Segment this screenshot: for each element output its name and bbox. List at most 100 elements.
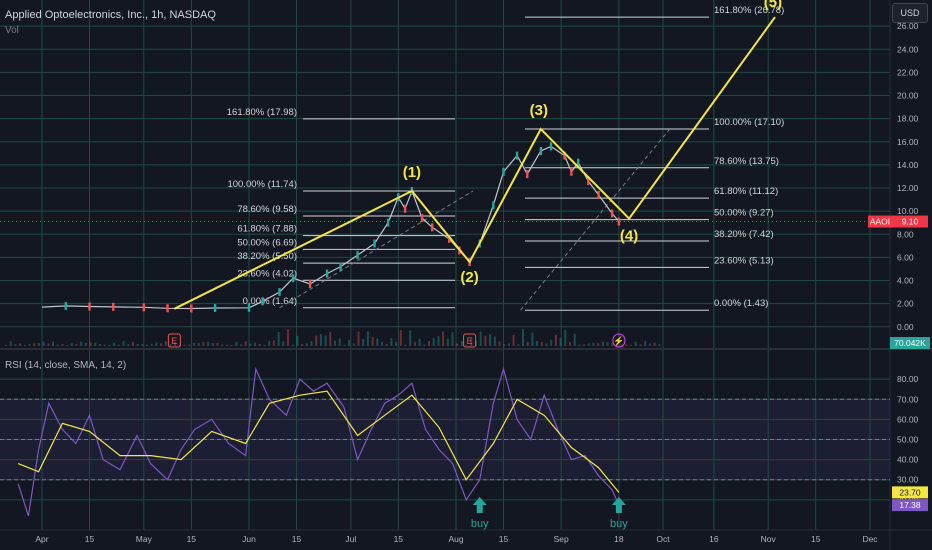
- volume-bar: [564, 329, 567, 346]
- fib1-label: 38.20% (5.50): [237, 251, 297, 262]
- volume-bar: [225, 344, 228, 346]
- time-axis-tick: 16: [709, 534, 719, 544]
- volume-bar: [164, 341, 167, 346]
- volume-bar: [550, 339, 553, 346]
- buy-arrow-icon: [472, 497, 487, 513]
- price-candle: [515, 151, 519, 160]
- volume-bar: [620, 344, 623, 346]
- fib2-label: 38.20% (7.42): [714, 229, 774, 240]
- price-candle: [190, 304, 193, 313]
- time-axis-tick: Oct: [656, 534, 670, 544]
- volume-bar: [66, 344, 69, 346]
- price-candle: [278, 288, 281, 297]
- volume-bar: [23, 344, 26, 346]
- last-price-value: 9.10: [902, 217, 919, 227]
- volume-bar: [291, 344, 294, 346]
- volume-bar: [597, 343, 600, 346]
- volume-bar: [465, 344, 468, 346]
- volume-bar: [305, 343, 308, 346]
- volume-bar: [362, 338, 365, 346]
- volume-bar: [146, 344, 148, 346]
- price-axis-tick: 14.00: [897, 160, 919, 170]
- volume-value-tag: 70.042K: [894, 338, 926, 348]
- price-candle: [403, 204, 407, 213]
- time-axis-tick: 15: [499, 534, 509, 544]
- rsi-axis-tick: 60.00: [897, 414, 919, 424]
- volume-bar: [460, 341, 463, 346]
- price-candle: [448, 234, 451, 243]
- fib1-label: 100.00% (11.74): [227, 179, 297, 190]
- volume-bar: [75, 343, 78, 346]
- volume-bar: [272, 340, 275, 346]
- volume-bar: [244, 341, 247, 346]
- volume-bar: [5, 345, 7, 346]
- fib2-label: 23.60% (5.13): [714, 255, 774, 266]
- event-marker: [167, 333, 181, 348]
- fib1-label: 61.80% (7.88): [237, 224, 297, 235]
- volume-bar: [653, 342, 656, 346]
- price-axis-tick: 0.00: [897, 322, 914, 332]
- volume-bar: [42, 341, 45, 346]
- volume-bar: [108, 344, 111, 346]
- volume-bar: [601, 341, 604, 346]
- volume-bar: [131, 341, 134, 346]
- price-candle: [617, 217, 621, 226]
- volume-bar: [230, 344, 233, 346]
- volume-bar: [117, 344, 120, 346]
- volume-bar: [197, 343, 200, 346]
- volume-bar: [343, 344, 346, 346]
- volume-bar: [404, 344, 407, 346]
- time-axis-tick: 15: [394, 534, 404, 544]
- rsi-axis-tick: 80.00: [897, 374, 919, 384]
- event-marker-glyph: E: [467, 336, 473, 346]
- volume-bar: [277, 332, 280, 346]
- volume-bar: [56, 344, 59, 346]
- wave-label: (3): [530, 102, 548, 119]
- volume-bar: [14, 344, 17, 346]
- price-candle: [386, 218, 390, 227]
- currency-button[interactable]: USD: [892, 3, 928, 23]
- price-candle: [431, 223, 434, 232]
- event-marker-glyph: E: [171, 336, 177, 346]
- volume-bar: [418, 338, 421, 346]
- fib2-label: 100.00% (17.10): [714, 117, 784, 128]
- volume-bar: [493, 336, 496, 346]
- fib2-label: 0.00% (1.43): [714, 298, 768, 309]
- volume-bar: [479, 331, 482, 346]
- trend-diagonal: [279, 190, 474, 309]
- volume-bar: [174, 342, 177, 346]
- volume-bar: [338, 338, 341, 346]
- volume-bar: [301, 343, 304, 346]
- volume-bar: [522, 329, 524, 346]
- volume-bar: [531, 332, 534, 346]
- price-candle: [339, 262, 342, 271]
- time-axis-tick: Jul: [345, 534, 356, 544]
- volume-bar: [99, 344, 101, 346]
- volume-bar: [432, 338, 435, 346]
- event-marker: [463, 333, 477, 348]
- price-axis-tick: 26.00: [897, 21, 919, 31]
- volume-bar: [569, 342, 571, 346]
- volume-bar: [357, 331, 360, 346]
- volume-bar: [442, 331, 445, 346]
- price-line: [41, 145, 620, 310]
- volume-bar: [188, 344, 191, 346]
- price-candle: [610, 209, 614, 218]
- wave-label: (2): [460, 269, 478, 286]
- volume-bar: [578, 344, 581, 346]
- volume-bar: [456, 343, 459, 346]
- time-axis-tick: Aug: [448, 534, 463, 544]
- volume-bar: [315, 335, 318, 346]
- volume-bar: [103, 344, 106, 346]
- rsi-axis-tick: 40.00: [897, 455, 919, 465]
- price-axis-tick: 20.00: [897, 91, 919, 101]
- price-axis-tick: 16.00: [897, 137, 919, 147]
- price-candle: [420, 214, 424, 223]
- fib2-label: 78.60% (13.75): [714, 156, 779, 167]
- volume-bar: [70, 343, 73, 346]
- volume-bar: [592, 342, 595, 346]
- volume-bar: [545, 343, 548, 346]
- price-axis-tick: 12.00: [897, 183, 919, 193]
- volume-label: Vol: [5, 25, 19, 36]
- volume-bar: [352, 343, 355, 346]
